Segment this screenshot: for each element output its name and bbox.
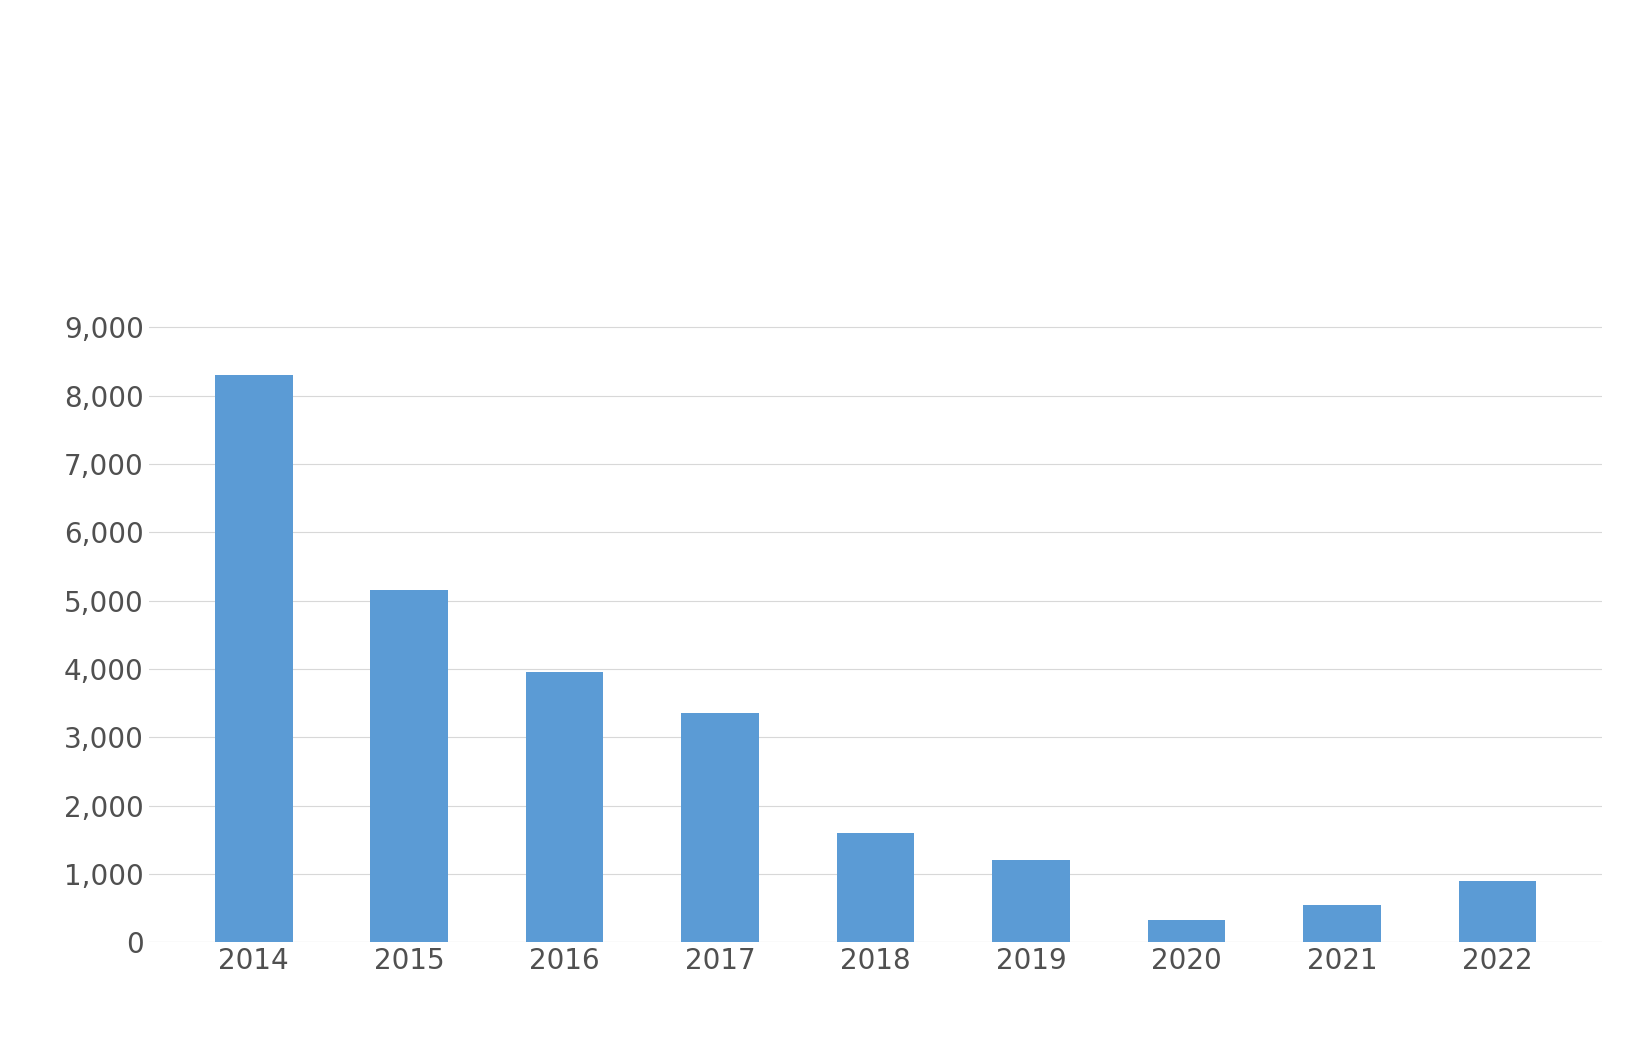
Bar bbox=[215, 375, 292, 942]
Bar bbox=[370, 591, 448, 942]
Bar bbox=[681, 713, 758, 942]
Bar bbox=[1148, 919, 1226, 942]
Bar bbox=[993, 861, 1070, 942]
Bar bbox=[836, 833, 915, 942]
Bar bbox=[1303, 905, 1381, 942]
Bar bbox=[1459, 881, 1536, 942]
Bar bbox=[525, 672, 603, 942]
